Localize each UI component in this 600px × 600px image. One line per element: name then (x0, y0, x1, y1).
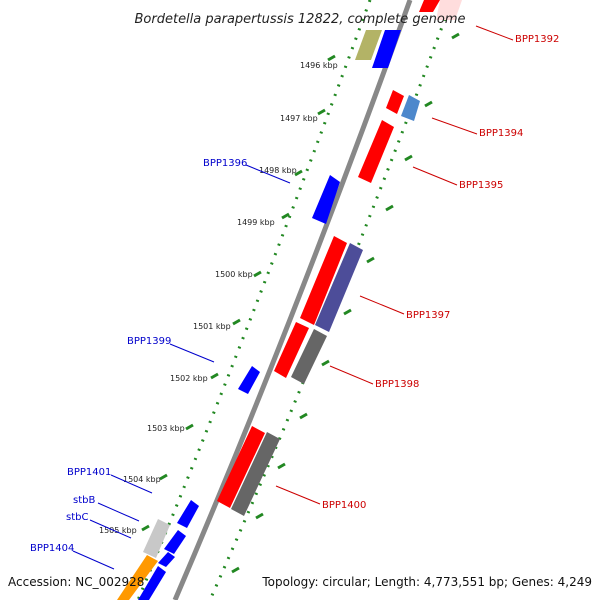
accession-label: Accession: NC_002928 (8, 575, 144, 589)
gene-BPP1394[interactable] (386, 90, 404, 114)
label-BPP1401: BPP1401 (67, 467, 111, 478)
label-BPP1392: BPP1392 (515, 34, 559, 45)
gene-tan[interactable] (355, 30, 382, 60)
tick-label-1503: 1503 kbp (147, 424, 185, 433)
tick-label-1499: 1499 kbp (237, 218, 275, 227)
forward-genes (117, 30, 401, 600)
gene-BPP1396[interactable] (312, 175, 340, 224)
label-stbB: stbB (73, 495, 95, 506)
tick-marks (141, 54, 336, 532)
gene-BPP1400-red[interactable] (217, 426, 265, 508)
gene-BPP1399[interactable] (238, 366, 260, 394)
tick-label-1501: 1501 kbp (193, 322, 231, 331)
tick-label-1497: 1497 kbp (280, 114, 318, 123)
tick-label-1504: 1504 kbp (123, 475, 161, 484)
label-stbC: stbC (66, 512, 88, 523)
leader-lines (72, 25, 514, 570)
tick-label-1496: 1496 kbp (300, 61, 338, 70)
reverse-genes (231, 0, 462, 516)
label-BPP1400: BPP1400 (322, 500, 366, 511)
gene-stbB[interactable] (164, 530, 186, 554)
tick-label-1502: 1502 kbp (170, 374, 208, 383)
gene-BPP1395[interactable] (358, 120, 394, 183)
label-BPP1395: BPP1395 (459, 180, 503, 191)
topology-label: Topology: circular; Length: 4,773,551 bp… (261, 575, 592, 589)
gene-BPP1404[interactable] (138, 566, 166, 600)
gene-BPP1392-light[interactable] (436, 0, 462, 20)
gene-BPP1398-red[interactable] (274, 322, 309, 378)
label-BPP1394: BPP1394 (479, 128, 523, 139)
tick-label-1500: 1500 kbp (215, 270, 253, 279)
gene-BPP1400-gray[interactable] (231, 432, 280, 516)
gene-BPP1398-gray[interactable] (291, 329, 327, 384)
gene-BPP1401[interactable] (177, 500, 199, 528)
gene-stbB-gray[interactable] (143, 519, 170, 558)
gene-stbC[interactable] (158, 552, 175, 567)
label-BPP1398: BPP1398 (375, 379, 419, 390)
inner-tick-marks (231, 32, 460, 574)
map-title: Bordetella parapertussis 12822, complete… (135, 12, 466, 27)
label-BPP1404: BPP1404 (30, 543, 74, 554)
gene-BPP1397-purple[interactable] (315, 243, 363, 332)
gene-BPP1392[interactable] (419, 0, 440, 12)
label-BPP1399: BPP1399 (127, 336, 171, 347)
genome-backbone (172, 0, 413, 600)
label-BPP1396: BPP1396 (203, 158, 247, 169)
gene-BPP1404-orange[interactable] (117, 555, 158, 600)
tick-label-1505: 1505 kbp (99, 526, 137, 535)
gene-BPP1397-red[interactable] (300, 236, 347, 325)
label-BPP1397: BPP1397 (406, 310, 450, 321)
gene-BPP1394-blue[interactable] (401, 95, 420, 121)
gene-blue-top[interactable] (372, 30, 401, 68)
tick-label-1498: 1498 kbp (259, 166, 297, 175)
